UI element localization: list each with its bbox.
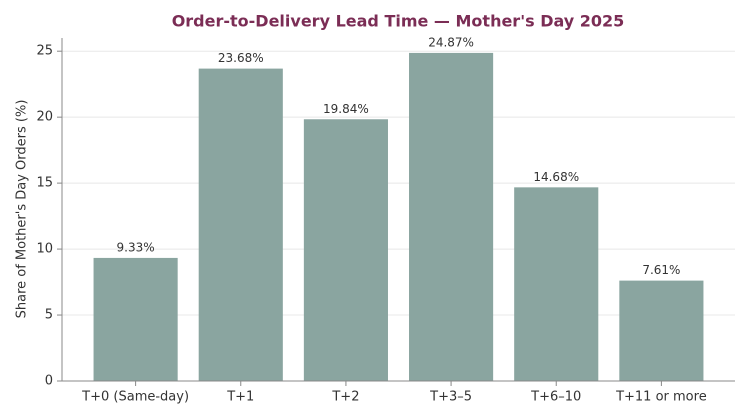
y-tick-label: 0 — [45, 374, 53, 389]
y-tick-label: 20 — [36, 110, 53, 125]
x-tick-label: T+3–5 — [429, 390, 472, 405]
x-tick-label: T+6–10 — [530, 390, 581, 405]
x-tick-label: T+0 (Same-day) — [81, 390, 189, 405]
data-label: 9.33% — [117, 240, 155, 254]
data-label: 24.87% — [428, 35, 474, 49]
data-label: 7.61% — [642, 263, 680, 277]
bar — [93, 257, 178, 381]
bar — [514, 187, 599, 381]
data-label: 14.68% — [533, 170, 579, 184]
chart-title: Order-to-Delivery Lead Time — Mother's D… — [172, 12, 625, 31]
x-tick-label: T+1 — [226, 390, 254, 405]
y-tick-label: 5 — [45, 308, 53, 323]
y-tick-label: 15 — [36, 176, 53, 191]
bar — [409, 52, 494, 381]
data-label: 19.84% — [323, 102, 369, 116]
bar — [198, 68, 283, 382]
x-tick-label: T+11 or more — [615, 390, 707, 405]
y-axis-label: Share of Mother's Day Orders (%) — [15, 100, 30, 319]
y-tick-label: 25 — [36, 44, 53, 59]
bar — [619, 280, 704, 381]
y-tick-label: 10 — [36, 242, 53, 257]
bar — [303, 119, 388, 381]
data-label: 23.68% — [218, 51, 264, 65]
x-tick-label: T+2 — [331, 390, 359, 405]
